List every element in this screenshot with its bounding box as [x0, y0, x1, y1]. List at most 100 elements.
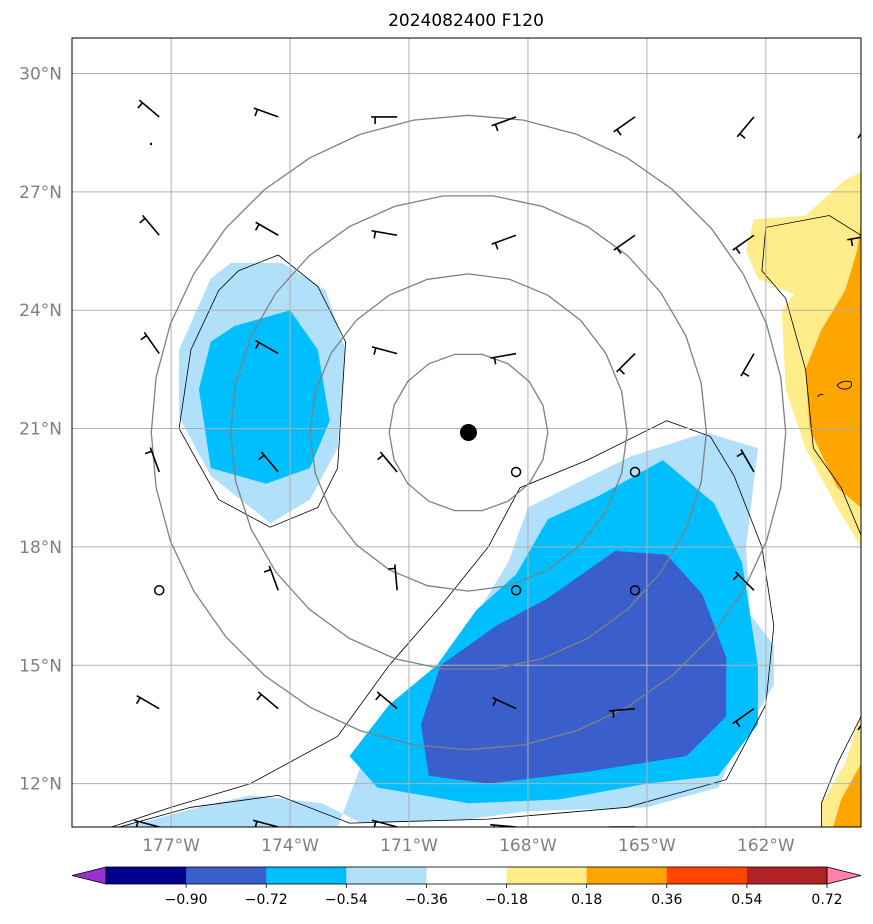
barb-flag — [144, 450, 152, 455]
anomaly-region-4 — [420, 550, 727, 784]
wind-barb — [254, 339, 279, 355]
wind-barb — [732, 234, 755, 255]
barb-shaft — [613, 234, 636, 251]
wind-barb — [254, 221, 279, 236]
colorbar-tick-label-8: 0.72 — [811, 892, 842, 908]
barb-flag — [263, 568, 271, 573]
anomaly-fills — [111, 172, 861, 827]
colorbar-frame — [105, 866, 828, 885]
anomaly-region-8 — [833, 763, 861, 827]
barb-flag — [742, 371, 750, 377]
barb-shaft — [609, 707, 636, 712]
barb-flag — [739, 133, 746, 139]
barb-shaft — [143, 331, 160, 355]
wind-barb — [371, 229, 398, 239]
wind-barb — [144, 447, 160, 473]
center-markers — [459, 424, 477, 441]
colorbar-segment-1 — [186, 867, 267, 884]
barb-flag — [862, 569, 869, 570]
colorbar-segment-2 — [266, 867, 347, 884]
barb-flag — [140, 334, 148, 341]
wind-barb — [371, 116, 398, 124]
barb-shaft — [138, 99, 160, 118]
barb-shaft — [252, 819, 279, 827]
colorbar-tick-label-6: 0.36 — [651, 892, 682, 908]
wind-barb — [862, 565, 873, 591]
colorbar-segment-5 — [506, 867, 588, 884]
wind-barb — [137, 99, 160, 118]
wind-barbs — [133, 99, 873, 844]
colorbar-tick-label-5: 0.18 — [571, 892, 602, 908]
colorbar-segment-0 — [106, 867, 187, 884]
barb-shaft — [749, 826, 754, 827]
x-tick-label-4: 165°W — [618, 836, 676, 856]
contour-small-loop — [836, 380, 853, 390]
barb-shaft — [133, 819, 160, 827]
barb-flag — [736, 452, 744, 458]
wind-barb — [847, 236, 861, 247]
barb-flag — [494, 124, 499, 132]
barb-shaft — [255, 339, 279, 355]
barb-shaft — [491, 234, 517, 245]
barb-shaft — [255, 221, 279, 236]
barb-flag — [494, 242, 499, 250]
colorbar-segment-4 — [426, 867, 508, 884]
y-tick-label-6: 12°N — [19, 775, 62, 795]
barb-flag — [375, 693, 381, 701]
barb-flag — [492, 699, 497, 707]
small-dot — [149, 142, 153, 146]
colorbar-tick-label-0: −0.90 — [165, 892, 208, 908]
colorbar-extend-high — [826, 866, 862, 885]
barb-flag — [493, 357, 497, 365]
barb-flag — [373, 231, 377, 239]
barb-flag — [735, 720, 741, 728]
barb-flag — [254, 109, 259, 117]
wind-barb — [736, 116, 755, 139]
barb-flag — [732, 574, 739, 581]
x-tick-label-3: 168°W — [499, 836, 557, 856]
barb-flag — [616, 247, 622, 255]
colorbar-segment-7 — [666, 867, 748, 884]
barb-shaft — [868, 565, 873, 591]
barb-shaft — [850, 827, 873, 840]
wind-barb — [140, 331, 160, 355]
wind-barb — [740, 353, 755, 377]
y-axis: 30°N 27°N 24°N 21°N 18°N 15°N 12°N — [19, 65, 62, 795]
y-tick-label-3: 21°N — [19, 420, 62, 440]
wind-barb — [609, 707, 636, 718]
plot-frame — [71, 37, 862, 828]
x-tick-label-2: 171°W — [380, 836, 438, 856]
wind-barb — [609, 826, 636, 827]
wind-barb — [491, 234, 517, 250]
calm-circle — [868, 349, 873, 358]
chart-title: 2024082400 F120 — [388, 11, 544, 31]
barb-flag — [254, 342, 260, 350]
calm-circle — [510, 585, 522, 596]
barb-shaft — [371, 819, 398, 827]
y-tick-label-5: 15°N — [19, 656, 62, 676]
wind-barb — [850, 827, 873, 844]
calm-circle — [153, 585, 165, 596]
storm-center-marker — [459, 424, 477, 441]
barb-flag — [612, 710, 615, 718]
barb-flag — [373, 347, 377, 355]
anomaly-region-6 — [805, 223, 861, 508]
colorbar: −0.90 −0.72 −0.54 −0.36 −0.18 0.18 0.36 0.54 0.7… — [71, 866, 862, 908]
wind-barb — [491, 116, 517, 132]
barb-flag — [493, 825, 495, 827]
barb-flag — [258, 454, 265, 461]
colorbar-tick-label-7: 0.54 — [731, 892, 762, 908]
colorbar-tick-label-3: −0.36 — [405, 892, 448, 908]
contour-line-3 — [761, 215, 861, 536]
barb-shaft — [257, 691, 279, 710]
colorbar-extend-low — [71, 866, 107, 885]
barb-shaft — [847, 236, 861, 241]
wind-barb — [135, 694, 160, 710]
barb-shaft — [379, 451, 398, 473]
barb-flag — [618, 368, 625, 375]
colorbar-tick-label-2: −0.54 — [325, 892, 368, 908]
colorbar-segment-6 — [586, 867, 668, 884]
y-tick-label-0: 30°N — [19, 65, 62, 85]
wind-barb — [263, 565, 279, 591]
barb-flag — [735, 247, 741, 255]
